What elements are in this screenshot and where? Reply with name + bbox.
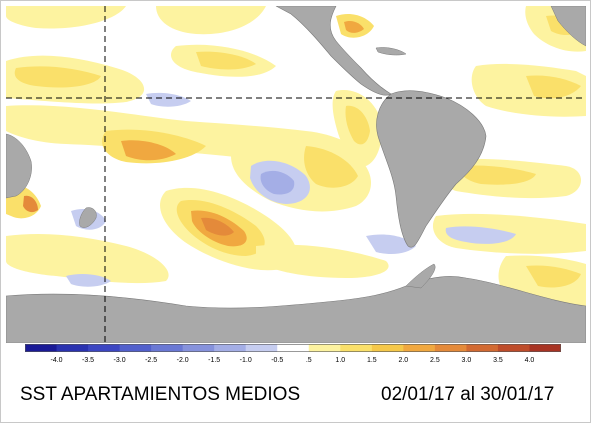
africa-corner bbox=[550, 6, 586, 47]
color-scale-segment bbox=[151, 344, 184, 352]
color-scale-tick-label: -3.0 bbox=[114, 357, 126, 364]
color-scale-tick-label: 3.5 bbox=[493, 357, 503, 364]
color-scale-segment bbox=[245, 344, 278, 352]
color-scale-segment bbox=[403, 344, 436, 352]
color-scale-border bbox=[25, 344, 561, 352]
color-scale-tick-label: 4.0 bbox=[525, 357, 535, 364]
color-scale-segment bbox=[277, 344, 310, 352]
color-scale-tick-label: -3.5 bbox=[82, 357, 94, 364]
color-scale-segment bbox=[182, 344, 215, 352]
antarctica bbox=[6, 276, 586, 343]
new-zealand bbox=[79, 207, 97, 228]
color-scale-tick-label: -1.0 bbox=[240, 357, 252, 364]
color-scale-tick-label: 3.0 bbox=[462, 357, 472, 364]
color-scale-tick-label: 2.0 bbox=[398, 357, 408, 364]
color-scale-segment bbox=[119, 344, 152, 352]
caribbean-islands bbox=[375, 47, 407, 56]
color-scale-tick-label: -2.0 bbox=[177, 357, 189, 364]
reference-lines bbox=[6, 6, 586, 343]
color-scale-segment bbox=[529, 344, 561, 352]
color-scale-segment bbox=[340, 344, 373, 352]
map-title: SST APARTAMIENTOS MEDIOS bbox=[20, 384, 301, 405]
color-scale-segment bbox=[466, 344, 499, 352]
color-scale-tick-label: .5 bbox=[306, 357, 312, 364]
color-scale-tick-label: 1.5 bbox=[367, 357, 377, 364]
color-scale-segment bbox=[371, 344, 404, 352]
color-scale-bar: -4.0 -3.5 -3.0 -2.5 -2.0 -1.5 -1.0 -0.5 .5 1.0 1.5… bbox=[25, 344, 561, 364]
color-scale-segment bbox=[434, 344, 467, 352]
land-masses bbox=[6, 6, 586, 343]
color-scale-segment bbox=[308, 344, 341, 352]
color-scale-tick-label: -2.5 bbox=[145, 357, 157, 364]
color-scale-segment bbox=[25, 344, 58, 352]
color-scale-segment bbox=[214, 344, 247, 352]
date-range: 02/01/17 al 30/01/17 bbox=[381, 384, 555, 405]
color-scale-segment bbox=[497, 344, 530, 352]
antarctic-peninsula bbox=[405, 263, 436, 289]
color-scale-tick-label: -0.5 bbox=[271, 357, 283, 364]
australia bbox=[6, 133, 32, 199]
color-scale-tick-label: -4.0 bbox=[50, 357, 62, 364]
color-scale-tick-label: 1.0 bbox=[335, 357, 345, 364]
color-scale-tick-label: 2.5 bbox=[430, 357, 440, 364]
color-scale-tick-label: -1.5 bbox=[208, 357, 220, 364]
sst-anomaly-map bbox=[6, 6, 586, 343]
south-america bbox=[376, 90, 487, 248]
color-scale-segment bbox=[56, 344, 89, 352]
color-scale-segment bbox=[88, 344, 121, 352]
anomaly-field bbox=[6, 6, 586, 317]
